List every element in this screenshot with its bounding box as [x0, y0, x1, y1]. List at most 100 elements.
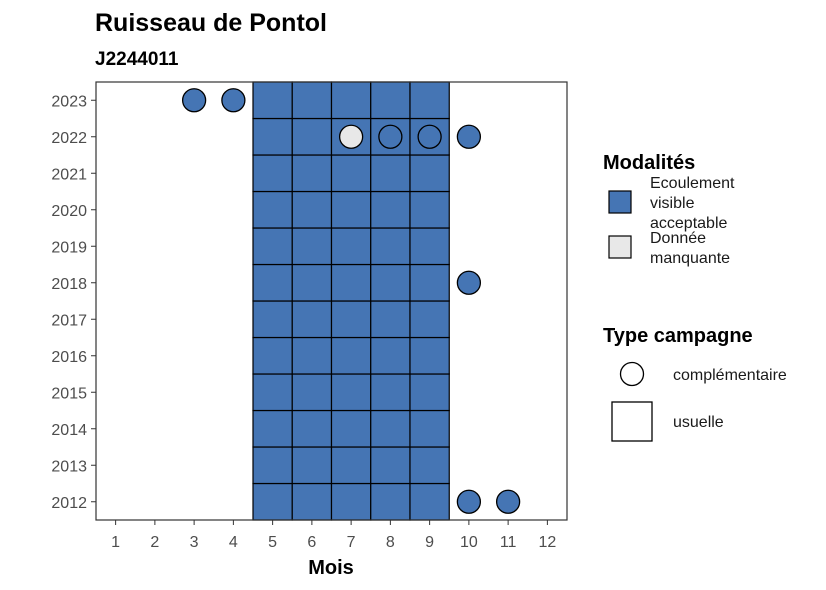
legend-label-type: usuelle: [673, 414, 724, 431]
legend-key-square: [611, 401, 653, 442]
tile-usuelle: [291, 227, 333, 266]
y-tick-label: 2021: [51, 166, 87, 183]
legend-key-modalite: [608, 190, 632, 214]
tile-usuelle: [330, 263, 372, 302]
tile-usuelle: [370, 373, 411, 412]
x-tick-label: 5: [268, 534, 277, 551]
tile-usuelle: [409, 263, 450, 302]
chart-subtitle: J2244011: [95, 49, 179, 70]
tile-usuelle: [252, 336, 293, 375]
tile-usuelle: [409, 81, 450, 120]
plot-area: 1 2 3 4 5 6 7 8 9 10 11 122012201320142015201620172…: [51, 81, 568, 551]
tile-usuelle: [252, 190, 293, 229]
tile-usuelle: [370, 336, 411, 375]
legend-title-modalites: Modalités: [603, 152, 695, 174]
tile-usuelle: [291, 117, 333, 156]
tile-usuelle: [409, 409, 450, 448]
tile-usuelle: [409, 300, 450, 339]
point-complementaire: [456, 489, 482, 514]
tile-usuelle: [409, 154, 450, 193]
y-tick-label: 2015: [51, 385, 87, 402]
tile-usuelle: [409, 446, 450, 485]
chart-title: Ruisseau de Pontol: [95, 9, 327, 37]
x-tick-label: 4: [229, 534, 238, 551]
tile-usuelle: [330, 227, 372, 266]
legend-key-circle: [619, 361, 645, 387]
point-complementaire: [221, 88, 246, 113]
point-complementaire: [456, 124, 482, 149]
tile-usuelle: [330, 336, 372, 375]
point-complementaire: [338, 124, 364, 149]
y-tick-label: 2023: [51, 93, 87, 110]
y-tick-label: 2022: [51, 130, 87, 147]
x-tick-label: 10: [460, 534, 478, 551]
tile-usuelle: [330, 81, 372, 120]
x-tick-label: 11: [500, 534, 517, 551]
tile-usuelle: [370, 154, 411, 193]
x-tick-label: 3: [190, 534, 199, 551]
tile-usuelle: [291, 336, 333, 375]
tile-usuelle: [330, 409, 372, 448]
tile-usuelle: [370, 482, 411, 521]
tile-usuelle: [252, 117, 293, 156]
tile-usuelle: [291, 81, 333, 120]
x-tick-label: 12: [538, 534, 556, 551]
tile-usuelle: [370, 409, 411, 448]
tile-usuelle: [370, 81, 411, 120]
tile-usuelle: [252, 81, 293, 120]
panel-border: [95, 81, 568, 521]
legend-label-type: complémentaire: [673, 367, 787, 384]
tile-usuelle: [291, 263, 333, 302]
tile-usuelle: [291, 154, 333, 193]
tile-usuelle: [252, 154, 293, 193]
tile-usuelle: [409, 482, 450, 521]
tile-usuelle: [409, 336, 450, 375]
y-tick-label: 2016: [51, 349, 87, 366]
tile-usuelle: [370, 263, 411, 302]
tile-usuelle: [252, 300, 293, 339]
y-tick-label: 2012: [51, 495, 87, 512]
tile-usuelle: [252, 227, 293, 266]
tile-usuelle: [291, 190, 333, 229]
legend-label-modalite: Donnée manquante: [650, 230, 730, 267]
tile-usuelle: [409, 190, 450, 229]
tile-usuelle: [370, 190, 411, 229]
tile-usuelle: [291, 373, 333, 412]
y-tick-label: 2014: [51, 422, 87, 439]
y-tick-label: 2013: [51, 458, 87, 475]
x-axis-title: Mois: [308, 557, 354, 579]
y-tick-label: 2020: [51, 203, 87, 220]
point-complementaire: [417, 124, 442, 149]
legend-key-modalite: [608, 235, 632, 259]
tile-usuelle: [409, 227, 450, 266]
point-complementaire: [456, 270, 482, 295]
tile-usuelle: [330, 373, 372, 412]
point-complementaire: [378, 124, 403, 149]
legend-label-modalite: Ecoulement visible acceptable: [650, 175, 735, 232]
tile-usuelle: [291, 446, 333, 485]
tile-usuelle: [252, 482, 293, 521]
y-tick-label: 2019: [51, 239, 87, 256]
legend-title-type: Type campagne: [603, 325, 753, 347]
tile-usuelle: [330, 154, 372, 193]
y-tick-label: 2017: [51, 312, 87, 329]
tile-usuelle: [330, 190, 372, 229]
tile-usuelle: [370, 300, 411, 339]
tile-usuelle: [291, 409, 333, 448]
tile-usuelle: [409, 373, 450, 412]
tile-usuelle: [330, 300, 372, 339]
tile-usuelle: [370, 227, 411, 266]
x-tick-label: 9: [425, 534, 434, 551]
x-tick-label: 8: [386, 534, 395, 551]
tile-usuelle: [252, 409, 293, 448]
tile-usuelle: [291, 482, 333, 521]
x-tick-label: 7: [347, 534, 356, 551]
tile-usuelle: [252, 373, 293, 412]
point-complementaire: [495, 489, 521, 514]
tile-usuelle: [330, 446, 372, 485]
tile-usuelle: [252, 263, 293, 302]
x-tick-label: 6: [307, 534, 316, 551]
tile-usuelle: [291, 300, 333, 339]
